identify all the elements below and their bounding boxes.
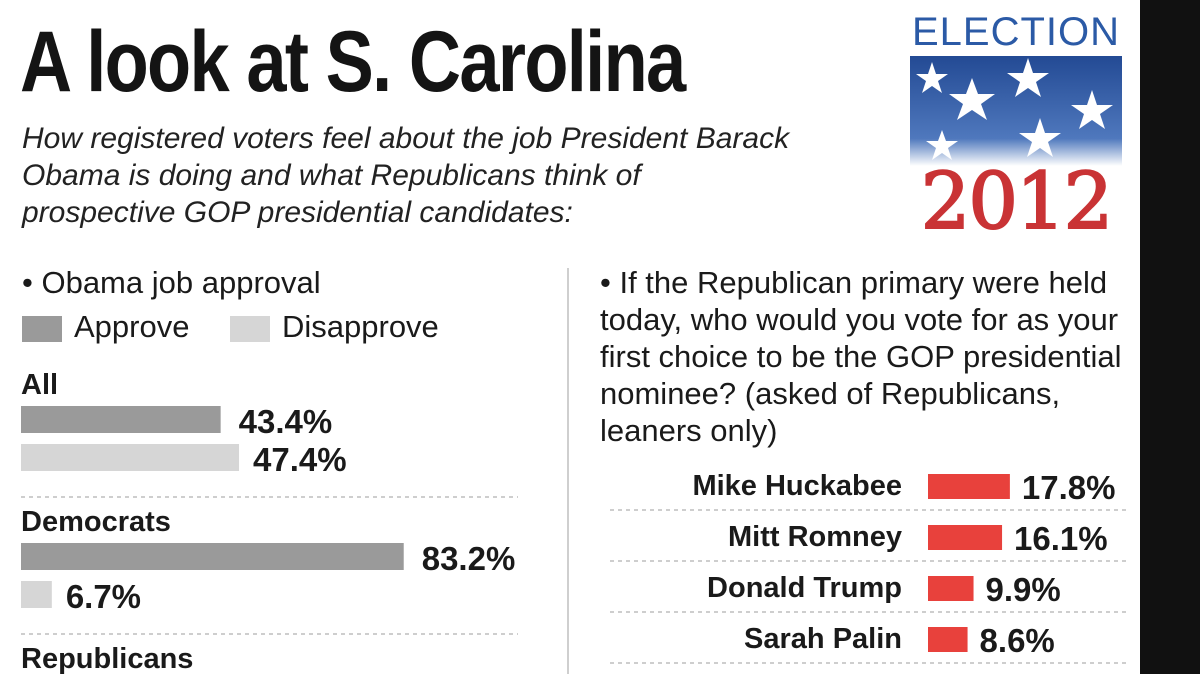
panel-divider xyxy=(567,268,569,674)
legend-swatch-disapprove xyxy=(230,316,270,342)
stars-flag-icon xyxy=(910,56,1122,166)
candidate-label-sarah-palin: Sarah Palin xyxy=(744,623,902,655)
legend-swatch-approve xyxy=(22,316,62,342)
value-label-all-disapprove: 47.4% xyxy=(253,441,347,478)
approval-bar-chart: All 43.4%47.4% Democrats 83.2% 6.7% Republica… xyxy=(21,369,518,674)
gop-primary-bar-chart: Mike Huckabee 17.8% Mitt Romney 16.1% Donald… xyxy=(610,469,1130,664)
value-label-mike-huckabee: 17.8% xyxy=(1022,469,1116,506)
value-label-democrats-disapprove: 6.7% xyxy=(66,578,141,615)
bar-all-approve xyxy=(21,406,221,433)
right-edge-strip xyxy=(1140,0,1200,674)
election-2012-logo: ELECTION 2012 xyxy=(905,10,1127,245)
category-label-democrats: Democrats xyxy=(21,506,171,538)
subtitle: How registered voters feel about the job… xyxy=(22,122,790,229)
bar-mike-huckabee xyxy=(928,474,1010,499)
value-label-all-approve: 43.4% xyxy=(239,403,333,440)
logo-word: ELECTION xyxy=(911,10,1121,54)
candidate-label-mitt-romney: Mitt Romney xyxy=(728,521,902,553)
bar-sarah-palin xyxy=(928,627,968,652)
value-label-sarah-palin: 8.6% xyxy=(980,622,1055,659)
category-label-republicans: Republicans xyxy=(21,643,193,674)
value-label-mitt-romney: 16.1% xyxy=(1014,520,1108,557)
bar-mitt-romney xyxy=(928,525,1003,550)
bar-donald-trump xyxy=(928,576,974,601)
right-question: • If the Republican primary were held to… xyxy=(600,265,1122,448)
value-label-democrats-approve: 83.2% xyxy=(422,540,516,577)
logo-year: 2012 xyxy=(920,157,1115,247)
bar-democrats-approve xyxy=(21,543,404,570)
legend-label-approve: Approve xyxy=(74,309,190,344)
page-title: A look at S. Carolina xyxy=(20,14,686,110)
bar-democrats-disapprove xyxy=(21,581,52,608)
legend-label-disapprove: Disapprove xyxy=(282,309,439,344)
category-label-all: All xyxy=(21,369,58,401)
left-question: • Obama job approval xyxy=(22,265,321,300)
bar-all-disapprove xyxy=(21,444,240,471)
value-label-donald-trump: 9.9% xyxy=(986,571,1061,608)
candidate-label-mike-huckabee: Mike Huckabee xyxy=(692,470,902,502)
stars-group xyxy=(916,58,1113,160)
candidate-label-donald-trump: Donald Trump xyxy=(707,572,902,604)
